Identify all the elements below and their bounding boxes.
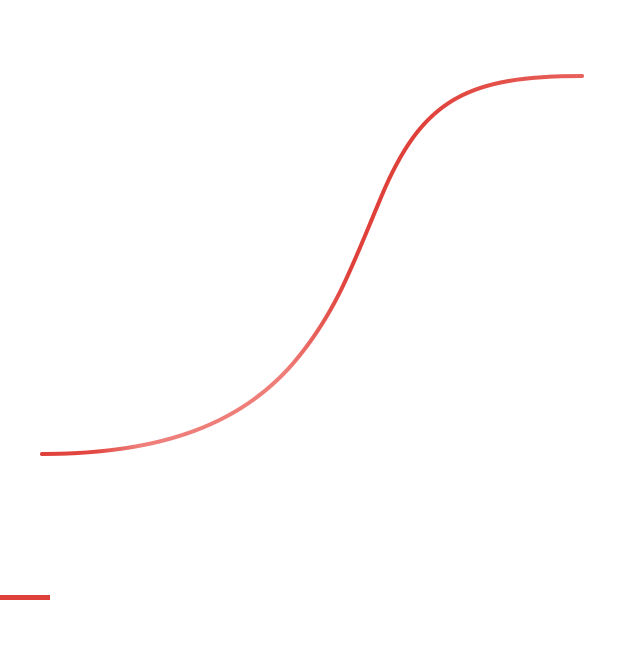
s-curve-line bbox=[40, 74, 584, 456]
legend-swatch bbox=[0, 595, 50, 600]
